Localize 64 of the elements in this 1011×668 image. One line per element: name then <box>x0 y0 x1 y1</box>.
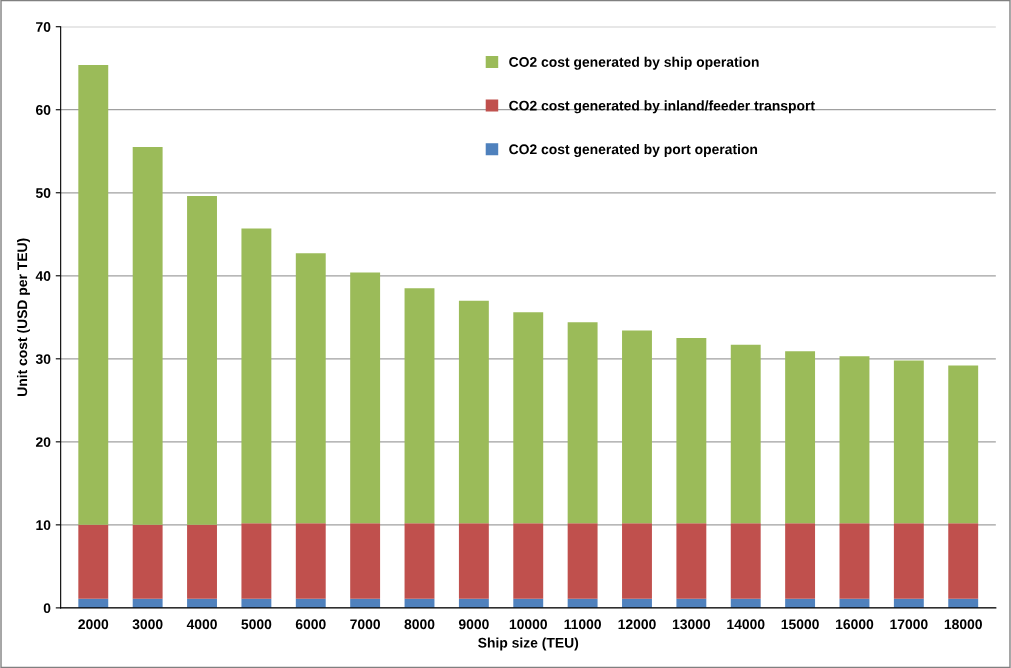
x-tick-label: 11000 <box>564 619 601 630</box>
x-tick-label: 5000 <box>241 619 272 630</box>
x-tick-label: 8000 <box>404 619 435 630</box>
bar <box>839 523 870 599</box>
bar <box>567 322 598 524</box>
bar <box>622 523 652 599</box>
x-tick-label: 15000 <box>781 619 819 630</box>
bar <box>948 365 979 524</box>
bar <box>404 288 435 524</box>
x-tick-label: 17000 <box>890 619 928 630</box>
y-tick-label: 10 <box>36 520 51 531</box>
bar <box>730 344 761 524</box>
y-tick-label: 0 <box>43 603 51 614</box>
bar <box>132 147 163 525</box>
x-tick-label: 12000 <box>618 619 656 630</box>
bar <box>295 253 326 524</box>
x-tick-label: 2000 <box>78 619 109 630</box>
y-tick-label: 30 <box>35 354 51 364</box>
bar <box>893 523 924 599</box>
bar <box>458 300 489 524</box>
y-tick-label: 70 <box>36 22 51 32</box>
y-tick-label: 60 <box>36 105 51 115</box>
bar <box>132 524 163 599</box>
bar <box>295 523 326 599</box>
bar <box>513 312 544 524</box>
bar <box>948 523 979 599</box>
x-tick-label: 9000 <box>458 619 489 630</box>
bar <box>676 338 707 524</box>
legend-label: CO2 cost generated by port operation <box>509 144 758 158</box>
x-tick-label: 14000 <box>727 619 765 630</box>
bar <box>187 524 217 599</box>
y-tick-label: 40 <box>35 271 51 281</box>
bar <box>241 228 272 524</box>
bar <box>785 523 816 599</box>
bar <box>350 272 381 524</box>
x-tick-label: 10000 <box>509 619 547 630</box>
x-tick-label: 3000 <box>132 619 163 630</box>
bar <box>622 330 652 524</box>
legend-label: CO2 cost generated by ship operation <box>509 56 759 70</box>
bar <box>513 523 544 599</box>
x-tick-label: 13000 <box>672 619 711 630</box>
x-tick-label: 7000 <box>350 619 381 630</box>
y-axis-title: Unit cost (USD per TEU) <box>16 238 30 396</box>
y-tick-label: 50 <box>35 188 51 198</box>
bar <box>404 523 435 599</box>
bar <box>567 523 598 599</box>
bar <box>839 356 870 524</box>
legend-label: CO2 cost generated by inland/feeder transport <box>509 100 815 114</box>
bar <box>78 524 109 599</box>
bar <box>350 523 381 599</box>
x-axis-title: Ship size (TEU) <box>478 637 579 651</box>
bar <box>893 360 924 524</box>
x-tick-label: 6000 <box>295 619 326 630</box>
bar <box>78 64 109 525</box>
bar <box>458 523 489 599</box>
bar <box>676 523 707 599</box>
x-tick-label: 4000 <box>186 619 217 630</box>
x-tick-label: 16000 <box>836 619 874 630</box>
bar <box>241 523 272 599</box>
bar <box>785 351 816 524</box>
y-tick-label: 20 <box>35 437 51 447</box>
x-tick-label: 18000 <box>944 619 982 630</box>
bar <box>730 523 761 599</box>
bar <box>187 196 217 525</box>
